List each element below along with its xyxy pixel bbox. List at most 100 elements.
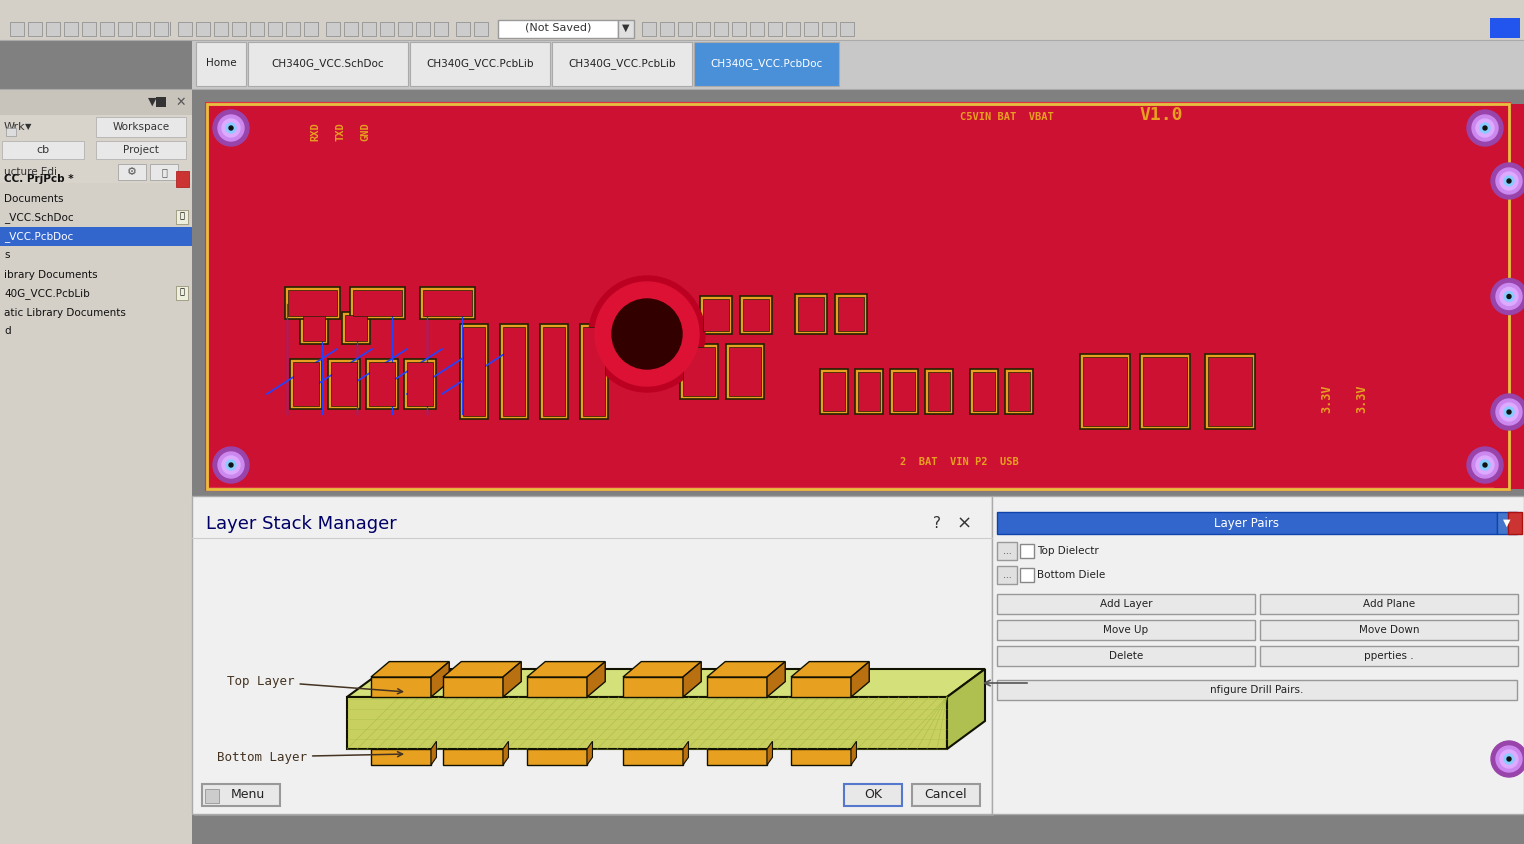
Circle shape — [1497, 399, 1522, 425]
Text: ▼: ▼ — [24, 122, 32, 132]
FancyBboxPatch shape — [410, 42, 550, 86]
Polygon shape — [587, 662, 605, 697]
Polygon shape — [443, 662, 521, 677]
Circle shape — [226, 123, 236, 133]
FancyBboxPatch shape — [1143, 357, 1187, 426]
Circle shape — [1507, 757, 1510, 761]
Text: Bottom Diele: Bottom Diele — [1036, 570, 1105, 580]
Circle shape — [213, 110, 248, 146]
Text: CH340G_VCC.PcbDoc: CH340G_VCC.PcbDoc — [710, 58, 823, 69]
FancyBboxPatch shape — [0, 89, 192, 115]
FancyBboxPatch shape — [207, 104, 1509, 489]
Text: Home: Home — [206, 58, 236, 68]
Circle shape — [1507, 295, 1510, 299]
FancyBboxPatch shape — [805, 22, 818, 36]
Polygon shape — [707, 749, 767, 765]
Polygon shape — [370, 662, 450, 677]
Text: Project: Project — [123, 145, 158, 155]
Polygon shape — [431, 741, 436, 765]
Text: ▼: ▼ — [148, 97, 157, 107]
FancyBboxPatch shape — [463, 327, 485, 416]
FancyBboxPatch shape — [1007, 372, 1030, 411]
FancyBboxPatch shape — [11, 22, 24, 36]
FancyBboxPatch shape — [117, 164, 146, 180]
Text: Documents: Documents — [5, 193, 64, 203]
FancyBboxPatch shape — [821, 22, 837, 36]
FancyBboxPatch shape — [584, 327, 605, 416]
Polygon shape — [370, 749, 431, 765]
Circle shape — [1490, 741, 1524, 777]
FancyBboxPatch shape — [844, 784, 902, 806]
Text: Layer Stack Manager: Layer Stack Manager — [206, 515, 396, 533]
FancyBboxPatch shape — [155, 97, 166, 107]
FancyBboxPatch shape — [344, 315, 367, 341]
FancyBboxPatch shape — [194, 498, 994, 816]
FancyBboxPatch shape — [741, 296, 773, 334]
FancyBboxPatch shape — [96, 141, 186, 159]
Polygon shape — [767, 662, 785, 697]
Circle shape — [1504, 754, 1513, 764]
FancyBboxPatch shape — [287, 22, 300, 36]
FancyBboxPatch shape — [2, 141, 84, 159]
FancyBboxPatch shape — [683, 347, 715, 396]
FancyBboxPatch shape — [820, 369, 847, 414]
FancyBboxPatch shape — [213, 22, 229, 36]
FancyBboxPatch shape — [0, 89, 192, 844]
FancyBboxPatch shape — [232, 22, 245, 36]
FancyBboxPatch shape — [543, 327, 565, 416]
FancyBboxPatch shape — [366, 359, 398, 409]
FancyBboxPatch shape — [969, 369, 998, 414]
FancyBboxPatch shape — [700, 296, 732, 334]
FancyBboxPatch shape — [1004, 369, 1033, 414]
Polygon shape — [431, 662, 450, 697]
Circle shape — [1497, 168, 1522, 194]
Text: Delete: Delete — [1109, 651, 1143, 661]
FancyBboxPatch shape — [619, 20, 634, 38]
Polygon shape — [791, 662, 869, 677]
Circle shape — [1500, 172, 1518, 190]
FancyBboxPatch shape — [1081, 354, 1129, 429]
Circle shape — [1507, 179, 1510, 183]
FancyBboxPatch shape — [175, 286, 187, 300]
Circle shape — [229, 463, 233, 467]
Text: pperties .: pperties . — [1364, 651, 1414, 661]
FancyBboxPatch shape — [498, 20, 619, 38]
FancyBboxPatch shape — [175, 171, 189, 187]
FancyBboxPatch shape — [117, 22, 133, 36]
FancyBboxPatch shape — [197, 22, 210, 36]
FancyBboxPatch shape — [855, 369, 882, 414]
FancyBboxPatch shape — [1509, 512, 1522, 534]
FancyBboxPatch shape — [416, 22, 430, 36]
FancyBboxPatch shape — [992, 496, 1524, 814]
FancyBboxPatch shape — [369, 362, 395, 406]
Text: ▼: ▼ — [622, 23, 629, 33]
FancyBboxPatch shape — [421, 287, 475, 319]
Polygon shape — [707, 662, 785, 677]
FancyBboxPatch shape — [1140, 354, 1190, 429]
Polygon shape — [503, 741, 509, 765]
FancyBboxPatch shape — [203, 784, 280, 806]
Text: Workspace: Workspace — [113, 122, 169, 132]
FancyBboxPatch shape — [725, 344, 764, 399]
Text: ×: × — [957, 515, 972, 533]
Text: s: s — [5, 251, 9, 261]
FancyBboxPatch shape — [0, 0, 1524, 40]
FancyBboxPatch shape — [796, 294, 828, 334]
FancyBboxPatch shape — [303, 315, 325, 341]
Circle shape — [1500, 288, 1518, 306]
Text: Bottom Layer: Bottom Layer — [216, 750, 402, 764]
FancyBboxPatch shape — [750, 22, 764, 36]
Polygon shape — [683, 741, 689, 765]
FancyBboxPatch shape — [823, 372, 844, 411]
FancyBboxPatch shape — [363, 22, 376, 36]
FancyBboxPatch shape — [642, 22, 655, 36]
FancyBboxPatch shape — [539, 324, 568, 419]
Text: cb: cb — [37, 145, 50, 155]
FancyBboxPatch shape — [379, 22, 395, 36]
Text: V1.0: V1.0 — [1140, 106, 1184, 124]
FancyBboxPatch shape — [838, 297, 864, 331]
Text: ⚙: ⚙ — [126, 167, 137, 177]
FancyBboxPatch shape — [552, 42, 692, 86]
FancyBboxPatch shape — [858, 372, 879, 411]
FancyBboxPatch shape — [696, 22, 710, 36]
